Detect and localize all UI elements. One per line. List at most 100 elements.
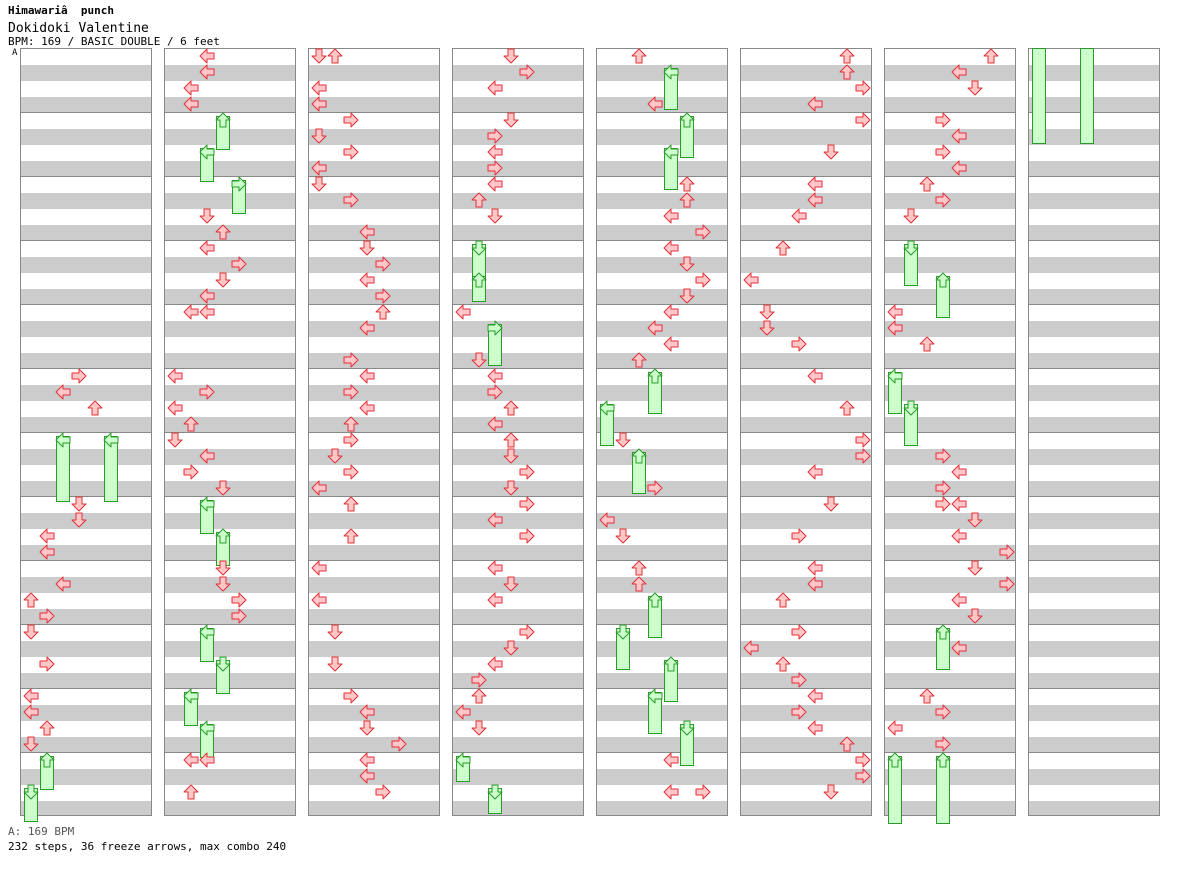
measure-line xyxy=(165,496,295,497)
freeze-head-arrow xyxy=(39,752,55,768)
step-arrow-left xyxy=(887,304,903,320)
step-arrow-left xyxy=(455,704,471,720)
step-arrow-right xyxy=(935,736,951,752)
step-arrow-right xyxy=(791,528,807,544)
measure-column xyxy=(1028,48,1160,816)
step-arrow-left xyxy=(487,176,503,192)
measure-line xyxy=(741,496,871,497)
step-arrow-down xyxy=(215,576,231,592)
step-arrow-up xyxy=(471,688,487,704)
step-arrow-down xyxy=(471,720,487,736)
step-arrow-right xyxy=(343,192,359,208)
step-arrow-right xyxy=(39,656,55,672)
step-arrow-left xyxy=(359,272,375,288)
step-arrow-right xyxy=(647,480,663,496)
step-arrow-left xyxy=(55,384,71,400)
step-arrow-down xyxy=(503,112,519,128)
step-arrow-left xyxy=(199,448,215,464)
freeze-head-arrow xyxy=(199,144,215,160)
measure-line xyxy=(309,176,439,177)
measure-line xyxy=(453,304,583,305)
step-arrow-right xyxy=(519,624,535,640)
freeze-head-arrow xyxy=(647,592,663,608)
freeze-head-arrow xyxy=(455,752,471,768)
measure-line xyxy=(165,432,295,433)
step-arrow-right xyxy=(231,592,247,608)
freeze-head-arrow xyxy=(935,624,951,640)
step-arrow-right xyxy=(791,704,807,720)
step-arrow-right xyxy=(519,528,535,544)
step-arrow-down xyxy=(903,208,919,224)
measure-line xyxy=(1029,752,1159,753)
step-arrow-right xyxy=(391,736,407,752)
step-arrow-left xyxy=(359,768,375,784)
step-arrow-left xyxy=(199,288,215,304)
freeze-head-arrow xyxy=(215,528,231,544)
step-arrow-left xyxy=(951,160,967,176)
step-arrow-up xyxy=(983,48,999,64)
step-arrow-down xyxy=(503,480,519,496)
step-arrow-left xyxy=(599,512,615,528)
step-arrow-left xyxy=(23,688,39,704)
measure-line xyxy=(21,432,151,433)
measure-line xyxy=(21,624,151,625)
step-arrow-left xyxy=(743,640,759,656)
step-arrow-right xyxy=(855,768,871,784)
step-arrow-down xyxy=(823,784,839,800)
step-arrow-right xyxy=(471,672,487,688)
song-title: Dokidoki Valentine xyxy=(8,21,149,36)
measure-line xyxy=(1029,560,1159,561)
freeze-head-arrow xyxy=(903,240,919,256)
step-arrow-right xyxy=(343,112,359,128)
measure-line xyxy=(453,432,583,433)
measure-line xyxy=(597,432,727,433)
step-arrow-up xyxy=(919,176,935,192)
step-arrow-up xyxy=(839,48,855,64)
measure-line xyxy=(597,240,727,241)
step-arrow-down xyxy=(327,448,343,464)
measure-line xyxy=(1029,304,1159,305)
step-arrow-right xyxy=(487,128,503,144)
step-arrow-right xyxy=(231,256,247,272)
measure-line xyxy=(741,752,871,753)
measure-line xyxy=(741,240,871,241)
measure-line xyxy=(165,368,295,369)
step-arrow-left xyxy=(887,720,903,736)
step-arrow-left xyxy=(359,400,375,416)
step-arrow-right xyxy=(343,144,359,160)
measure-line xyxy=(453,112,583,113)
step-arrow-up xyxy=(503,400,519,416)
bpm-legend: A: 169 BPM xyxy=(8,825,75,838)
step-arrow-up xyxy=(631,352,647,368)
step-arrow-right xyxy=(999,576,1015,592)
measure-line xyxy=(309,688,439,689)
step-arrow-left xyxy=(167,368,183,384)
step-arrow-up xyxy=(471,192,487,208)
measure-line xyxy=(165,624,295,625)
step-arrow-left xyxy=(647,320,663,336)
step-arrow-up xyxy=(343,416,359,432)
step-arrow-down xyxy=(311,48,327,64)
step-arrow-left xyxy=(359,704,375,720)
step-arrow-left xyxy=(951,128,967,144)
step-arrow-left xyxy=(487,656,503,672)
measure-line xyxy=(597,176,727,177)
step-arrow-right xyxy=(343,432,359,448)
step-arrow-left xyxy=(455,304,471,320)
step-arrow-down xyxy=(311,128,327,144)
measure-line xyxy=(1029,432,1159,433)
step-arrow-left xyxy=(951,640,967,656)
measure-line xyxy=(741,304,871,305)
measure-column xyxy=(20,48,152,816)
freeze-head-arrow xyxy=(599,400,615,416)
freeze-head-arrow xyxy=(935,752,951,768)
step-arrow-up xyxy=(775,656,791,672)
measure-line xyxy=(1029,176,1159,177)
freeze-head-arrow xyxy=(23,784,39,800)
freeze-arrow xyxy=(1032,48,1046,144)
step-arrow-down xyxy=(71,496,87,512)
freeze-head-arrow xyxy=(215,656,231,672)
measure-line xyxy=(1029,112,1159,113)
step-arrow-left xyxy=(183,304,199,320)
measure-line xyxy=(741,176,871,177)
